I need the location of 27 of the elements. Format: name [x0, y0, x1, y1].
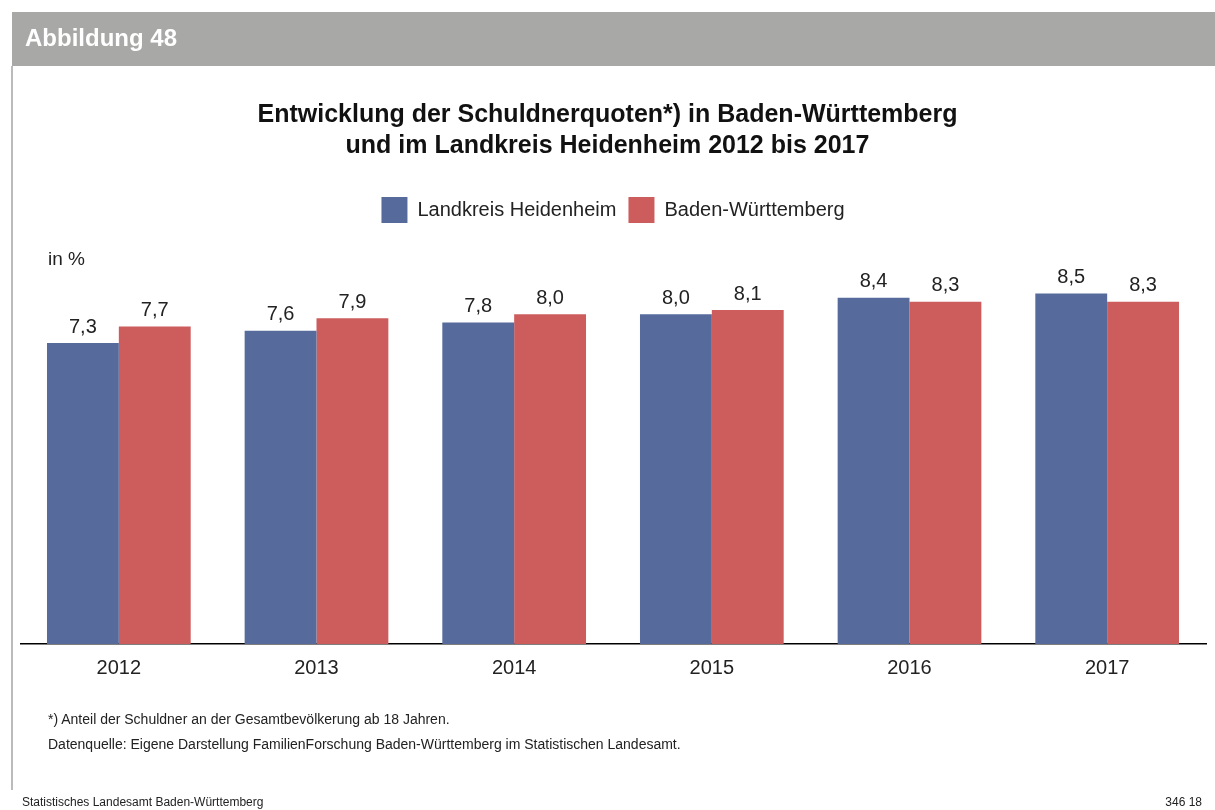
text: Abbildung 48	[25, 24, 177, 52]
x-tick-label: 2013	[294, 655, 339, 678]
data-label: 7,7	[140, 298, 169, 321]
x-tick-label: 2017	[1084, 655, 1130, 678]
x-tick-label: 2012	[96, 655, 142, 678]
text: 346 18	[1165, 795, 1202, 809]
text: Statistisches Landesamt Baden-Württemberg	[22, 795, 264, 809]
data-label: 8,3	[1129, 273, 1157, 296]
data-label: 8,5	[1057, 265, 1086, 288]
data-label: 7,8	[464, 293, 493, 316]
x-tick-label: 2015	[689, 655, 735, 678]
x-tick-label: 2014	[491, 655, 537, 678]
legend-label: Landkreis Heidenheim	[417, 197, 617, 220]
data-label: 7,9	[338, 289, 367, 312]
data-label: 8,1	[733, 281, 762, 304]
text: *) Anteil der Schuldner an der Gesamtbevölkerung ab 18 Jahren.	[48, 711, 450, 727]
legend-label: Baden-Württemberg	[664, 197, 845, 220]
text: Datenquelle: Eigene Darstellung FamilienForschung Baden-Württemberg im Statistischen Landesamt.	[48, 736, 682, 752]
text: in %	[48, 248, 85, 270]
chart-title: Entwicklung der Schuldnerquoten*) in Baden-Württemberg und im Landkreis Heidenheim 2012 bis 2017	[256, 98, 959, 160]
data-label: 8,3	[931, 273, 960, 296]
data-label: 8,0	[662, 285, 690, 308]
data-label: 7,3	[69, 314, 97, 337]
x-tick-label: 2016	[887, 655, 932, 678]
data-label: 8,0	[536, 285, 564, 308]
data-label: 8,4	[859, 269, 888, 292]
data-label: 7,6	[266, 302, 295, 325]
